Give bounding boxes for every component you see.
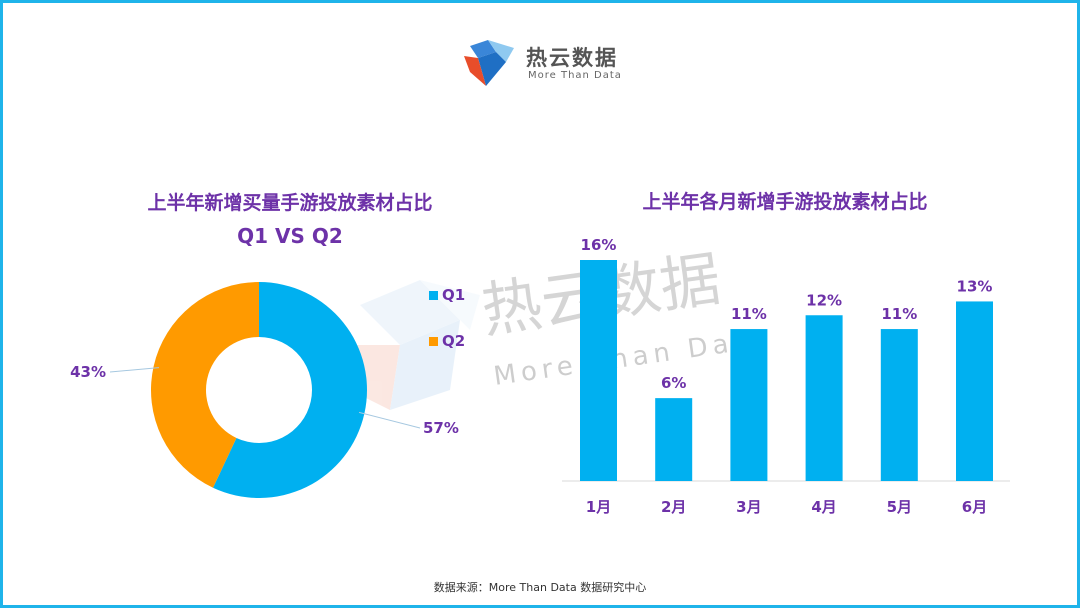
legend-label-q2: Q2 [442,332,465,350]
bar-category-label: 4月 [811,498,836,516]
donut-slice-q1 [213,282,367,499]
bar-5 [880,329,918,481]
bar-category-label: 3月 [736,498,761,516]
bar-data-label: 11% [731,305,767,323]
bar-6 [956,301,993,481]
donut-slice-q2 [150,282,259,488]
donut-leader-line [109,367,160,373]
bar-data-label: 12% [806,291,842,309]
bar-data-label: 11% [881,305,917,323]
legend-swatch-q1 [429,291,438,300]
bar-data-label: 6% [661,374,686,392]
donut-subtitle: Q1 VS Q2 [237,224,343,248]
bar-3 [730,329,768,481]
bar-4 [805,315,843,481]
bar-1 [580,260,617,481]
logo-cube-icon [464,40,514,86]
source-note: 数据来源：More Than Data 数据研究中心 [433,581,647,594]
bar-category-label: 2月 [661,498,686,516]
donut-data-label: 57% [423,419,459,437]
donut-leader-line [358,411,421,429]
logo-name: 热云数据 [526,46,618,70]
bar-category-label: 6月 [962,498,987,516]
bar-category-label: 5月 [887,498,912,516]
donut-title: 上半年新增买量手游投放素材占比 [147,192,433,214]
logo: 热云数据 More Than Data [462,38,662,94]
bar-title: 上半年各月新增手游投放素材占比 [642,191,928,213]
donut-data-label: 43% [70,363,106,381]
bar-data-label: 13% [957,277,993,295]
bar-data-label: 16% [581,236,617,254]
logo-tagline: More Than Data [528,70,622,81]
bar-2 [655,398,693,481]
bar-category-label: 1月 [586,498,611,516]
legend-label-q1: Q1 [442,286,465,304]
legend-swatch-q2 [429,337,438,346]
